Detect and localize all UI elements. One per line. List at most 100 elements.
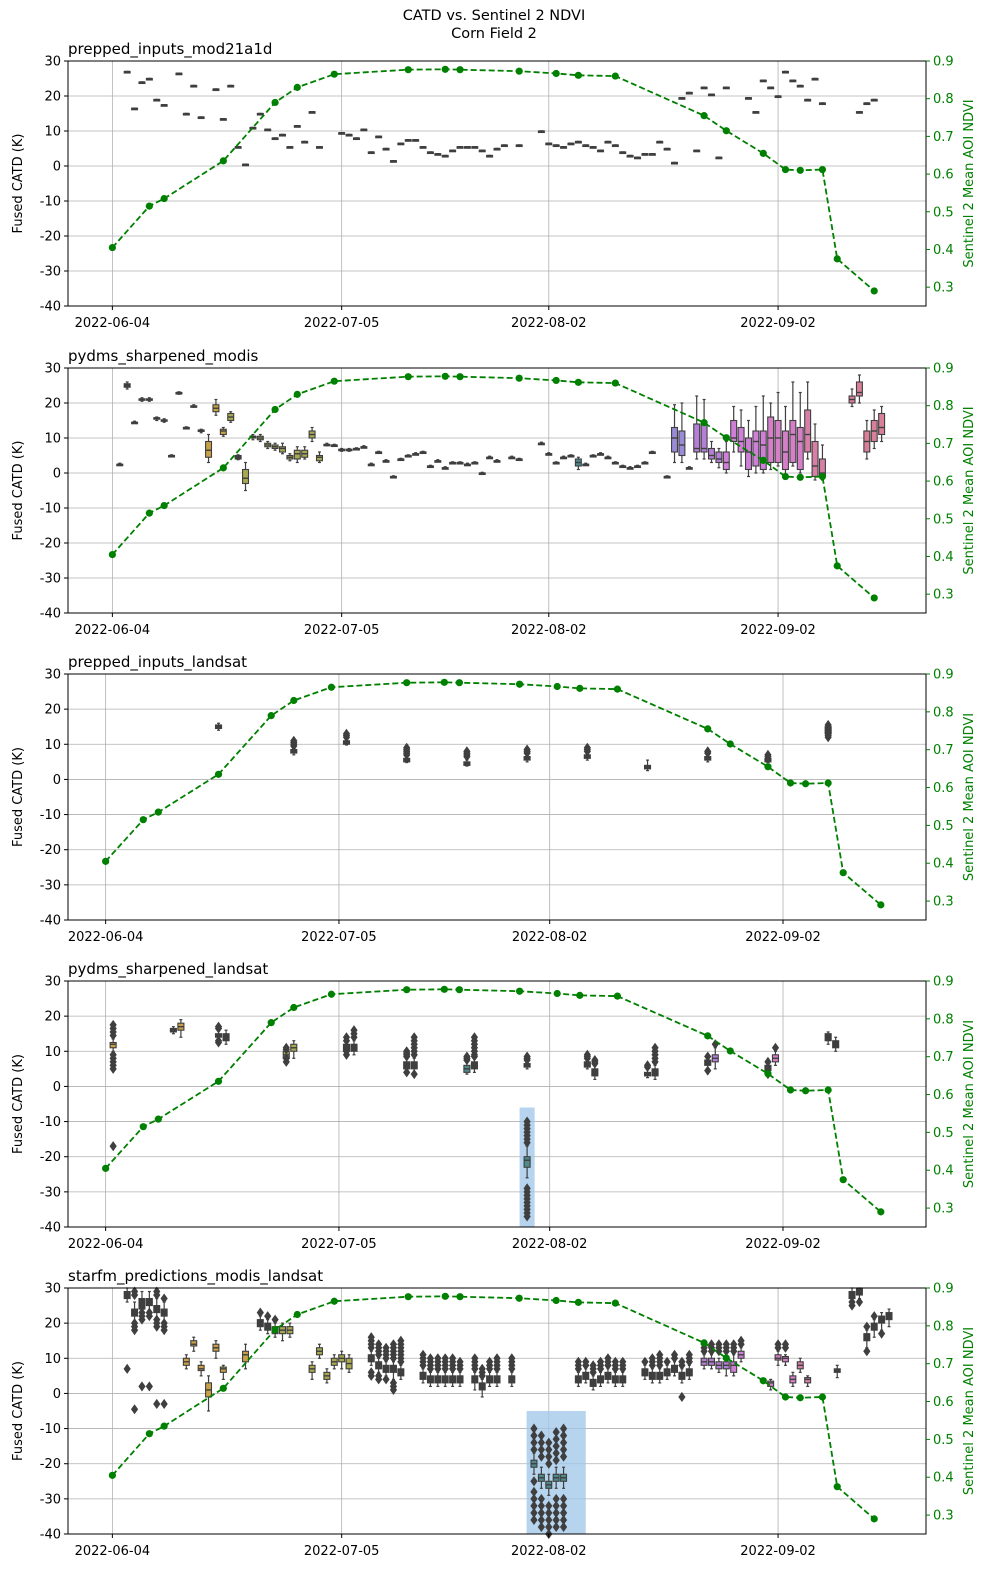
box-2022-08-29	[744, 97, 752, 100]
box-body	[767, 416, 775, 464]
ndvi-point-2022-09-05	[796, 166, 804, 174]
box-2022-08-13	[626, 154, 634, 158]
box-2022-07-19	[441, 1353, 449, 1388]
box-flier	[375, 1339, 383, 1350]
box-flier	[552, 1434, 560, 1445]
box-2022-09-01	[771, 1042, 780, 1066]
box-2022-08-27	[730, 405, 738, 453]
ndvi-point-2022-09-03	[786, 779, 795, 787]
box-2022-06-17	[205, 1375, 213, 1412]
box-flier	[530, 1423, 538, 1434]
box-2022-07-15	[412, 139, 420, 142]
box-2022-08-13	[626, 466, 634, 470]
box-2022-08-06	[574, 456, 582, 471]
box-2022-08-19	[671, 161, 679, 165]
ytick-right-label: 0.8	[933, 399, 954, 414]
ytick-right-label: 0.5	[933, 819, 954, 834]
box-2022-06-06	[123, 381, 131, 390]
ndvi-point-2022-07-29	[515, 1294, 523, 1302]
box-flier	[426, 1353, 435, 1364]
box-body	[205, 440, 213, 458]
ytick-label: 20	[44, 90, 61, 105]
box-2022-09-08	[824, 719, 832, 743]
box-2022-06-10	[153, 1286, 161, 1410]
box-2022-09-03	[781, 70, 789, 74]
ndvi-line	[104, 681, 882, 906]
box-2022-09-01	[767, 402, 775, 471]
ndvi-point-2022-09-15	[870, 594, 878, 602]
xtick-label: 2022-07-05	[301, 930, 377, 945]
box-flier	[781, 1339, 790, 1350]
box-2022-09-12	[848, 388, 856, 408]
box-flier	[545, 1500, 553, 1511]
box-body	[278, 446, 287, 453]
box-flier	[160, 1318, 168, 1329]
box-2022-08-08	[589, 1360, 597, 1391]
box-flier	[530, 1430, 538, 1441]
box-flier	[848, 1297, 856, 1308]
ndvi-point-2022-07-04	[327, 990, 336, 998]
ndvi-point-2022-07-21	[455, 986, 463, 994]
ndvi-point-2022-07-21	[456, 373, 464, 381]
box-flier	[109, 1049, 117, 1060]
box-2022-07-21	[456, 1356, 464, 1388]
ndvi-point-2022-07-29	[515, 374, 523, 382]
box-2022-07-13	[397, 142, 405, 146]
box-2022-07-05	[338, 132, 346, 135]
box-2022-09-07	[811, 423, 819, 481]
box-flier	[611, 1356, 619, 1367]
panel-title: pydms_sharpened_landsat	[68, 960, 268, 979]
ytick-label: 10	[44, 432, 61, 447]
box-body	[707, 447, 716, 460]
ndvi-point-2022-06-04	[102, 1164, 110, 1172]
box-2022-09-15	[870, 409, 878, 450]
ndvi-point-2022-08-11	[613, 992, 622, 1000]
box-flier	[109, 1141, 117, 1152]
ylabel-right: Sentinel 2 Mean AOI NDVI	[962, 406, 977, 574]
box-2022-08-02	[545, 452, 553, 456]
box-2022-07-23	[471, 146, 479, 149]
box-2022-08-30	[752, 405, 760, 474]
box-flier	[449, 1353, 457, 1364]
ytick-label: -20	[40, 230, 61, 245]
box-2022-07-16	[419, 450, 427, 455]
box-2022-09-05	[796, 391, 804, 474]
box-flier	[537, 1514, 545, 1525]
ndvi-point-2022-09-08	[818, 1393, 827, 1401]
ndvi-point-2022-08-03	[552, 376, 560, 385]
box-2022-08-16	[648, 1353, 656, 1384]
box-2022-06-22	[242, 1343, 250, 1370]
box-body	[804, 409, 812, 453]
box-flier	[523, 1051, 531, 1062]
ndvi-point-2022-07-04	[330, 70, 338, 78]
ytick-right-label: 0.9	[933, 1282, 954, 1297]
xtick-label: 2022-08-02	[511, 623, 587, 638]
box-body	[774, 419, 782, 464]
ylabel-left: Fused CATD (K)	[11, 441, 26, 541]
box-2022-06-15	[190, 84, 198, 88]
box-2022-08-12	[619, 151, 627, 155]
ndvi-point-2022-08-26	[722, 127, 730, 135]
xtick-label: 2022-07-05	[304, 623, 380, 638]
box-2022-07-21	[456, 146, 464, 149]
ytick-label: -30	[40, 265, 61, 280]
box-flier	[604, 1353, 612, 1364]
box-flier	[367, 1332, 375, 1343]
box-2022-07-05	[338, 447, 346, 452]
box-flier	[559, 1430, 568, 1441]
box-body	[744, 437, 752, 471]
box-2022-07-26	[493, 1353, 501, 1388]
ytick-label: 10	[44, 738, 61, 753]
box-2022-06-20	[227, 84, 235, 88]
box-body	[671, 426, 679, 453]
box-2022-08-02	[545, 142, 553, 146]
ytick-label: 0	[53, 467, 61, 482]
box-2022-06-25	[264, 128, 272, 132]
box-body	[730, 419, 738, 443]
ytick-label: 30	[44, 668, 61, 683]
box-2022-07-16	[419, 1349, 427, 1384]
plot-frame	[67, 980, 927, 1228]
ndvi-point-2022-09-15	[870, 287, 878, 295]
box-2022-08-20	[678, 402, 686, 464]
box-flier	[552, 1514, 560, 1525]
